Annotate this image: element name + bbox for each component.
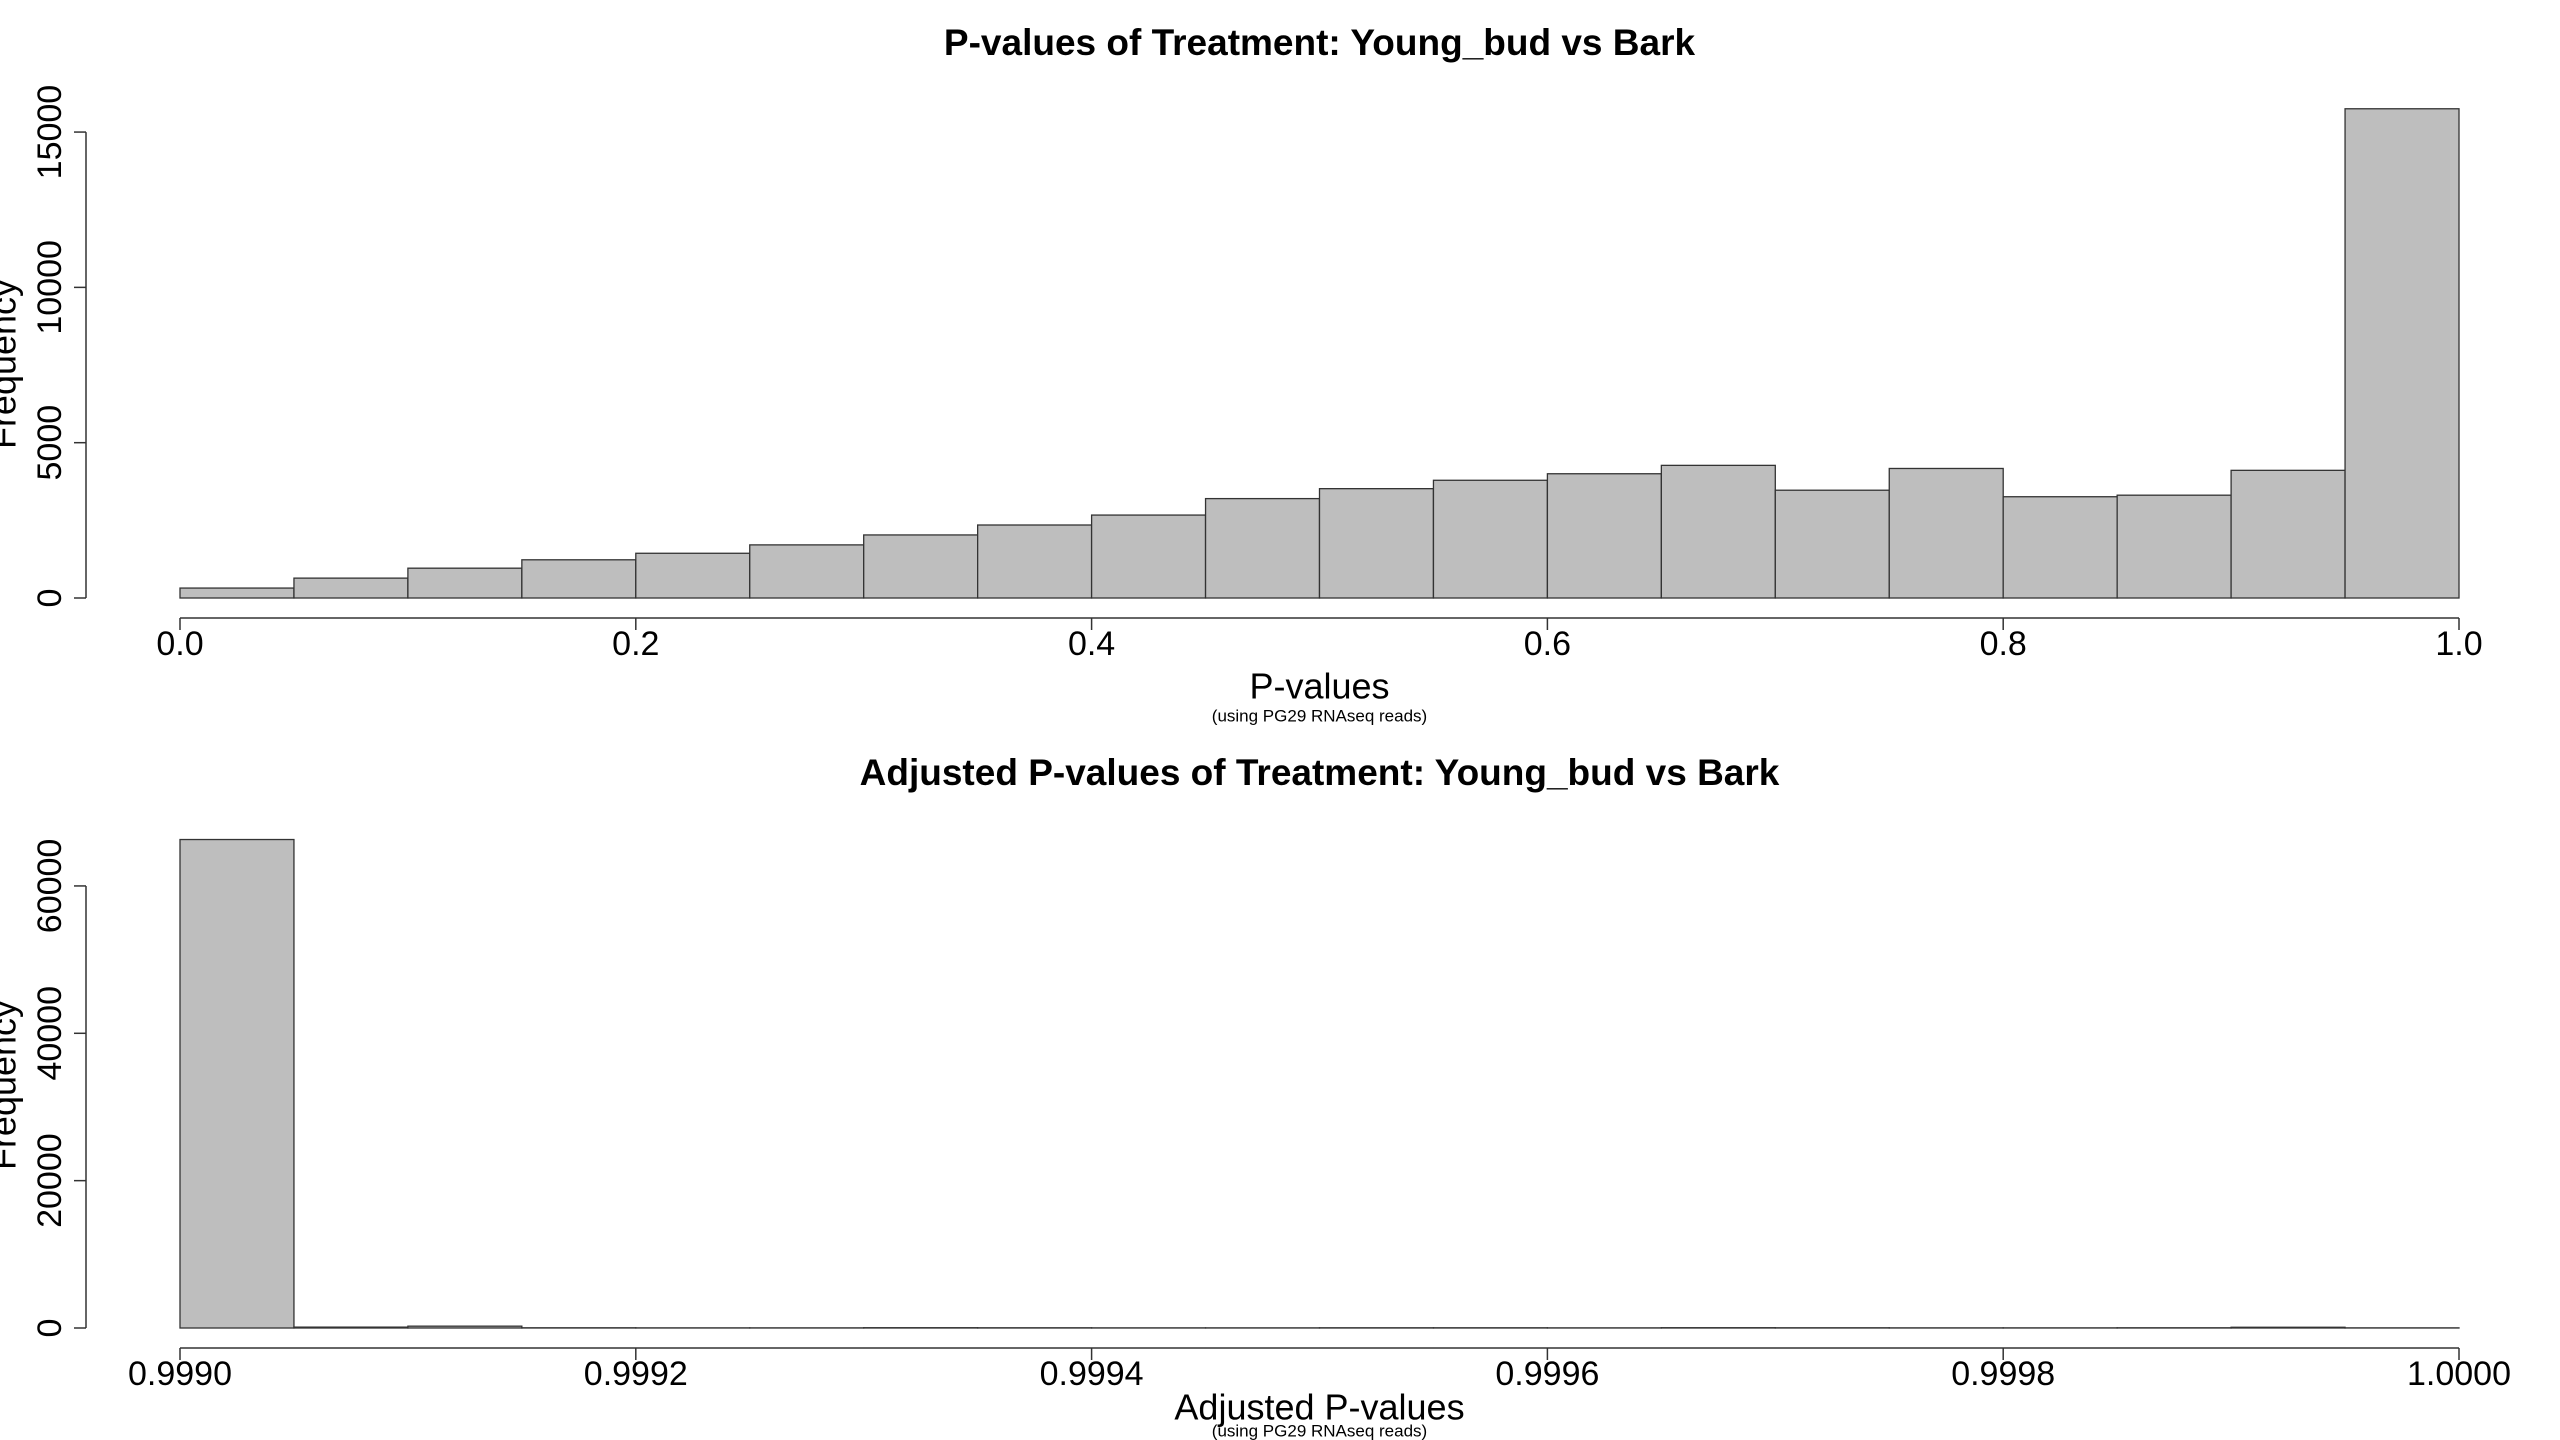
y-tick-label: 15000: [31, 85, 69, 180]
x-tick-label: 0.9996: [1495, 1355, 1599, 1393]
bar: [2116, 494, 2232, 599]
x-tick-label: 0.9990: [128, 1355, 232, 1393]
x-tick-label: 1.0: [2435, 625, 2482, 663]
x-tick-label: 0.8: [1980, 625, 2027, 663]
chart-title: P-values of Treatment: Young_bud vs Bark: [944, 22, 1696, 63]
bar: [179, 838, 295, 1329]
bar: [749, 544, 865, 599]
bar: [2230, 1326, 2346, 1329]
bar: [635, 552, 751, 599]
y-tick-label: 0: [31, 589, 69, 608]
x-tick-label: 0.2: [612, 625, 659, 663]
chart-title: Adjusted P-values of Treatment: Young_bu…: [860, 752, 1780, 793]
bar: [2344, 108, 2460, 599]
x-tick-label: 0.4: [1068, 625, 1115, 663]
subtitle: (using PG29 RNAseq reads): [1212, 1421, 1427, 1440]
x-tick-label: 0.9994: [1040, 1355, 1144, 1393]
bar: [179, 587, 295, 599]
x-tick-label: 1.0000: [2407, 1355, 2511, 1393]
bar: [1204, 497, 1321, 599]
y-tick-label: 40000: [31, 986, 69, 1081]
bar: [1432, 479, 1549, 599]
bar: [1090, 514, 1207, 599]
bar: [1318, 488, 1435, 599]
bar: [1660, 464, 1776, 599]
y-tick-label: 10000: [31, 240, 69, 335]
bar: [1774, 489, 1890, 599]
bar: [293, 577, 409, 599]
bar: [977, 524, 1093, 599]
y-axis-label: Frequency: [0, 1000, 24, 1170]
bar: [293, 1326, 409, 1329]
subtitle: (using PG29 RNAseq reads): [1212, 706, 1427, 725]
bar: [407, 567, 523, 599]
x-axis-label: P-values: [1249, 666, 1389, 707]
x-tick-label: 0.0: [156, 625, 203, 663]
y-axis-label: Frequency: [0, 279, 24, 449]
bar: [521, 559, 637, 599]
x-tick-label: 0.9998: [1951, 1355, 2055, 1393]
bar: [1546, 473, 1663, 599]
x-tick-label: 0.6: [1524, 625, 1571, 663]
bar: [2230, 469, 2346, 599]
x-tick-label: 0.9992: [584, 1355, 688, 1393]
y-tick-label: 60000: [31, 839, 69, 934]
bar: [863, 534, 979, 599]
y-tick-label: 0: [31, 1319, 69, 1338]
bar: [2002, 496, 2118, 599]
y-tick-label: 5000: [31, 405, 69, 481]
y-tick-label: 20000: [31, 1133, 69, 1228]
bar: [1888, 467, 2004, 599]
x-axis-label: Adjusted P-values: [1174, 1387, 1464, 1428]
bar: [407, 1325, 523, 1329]
